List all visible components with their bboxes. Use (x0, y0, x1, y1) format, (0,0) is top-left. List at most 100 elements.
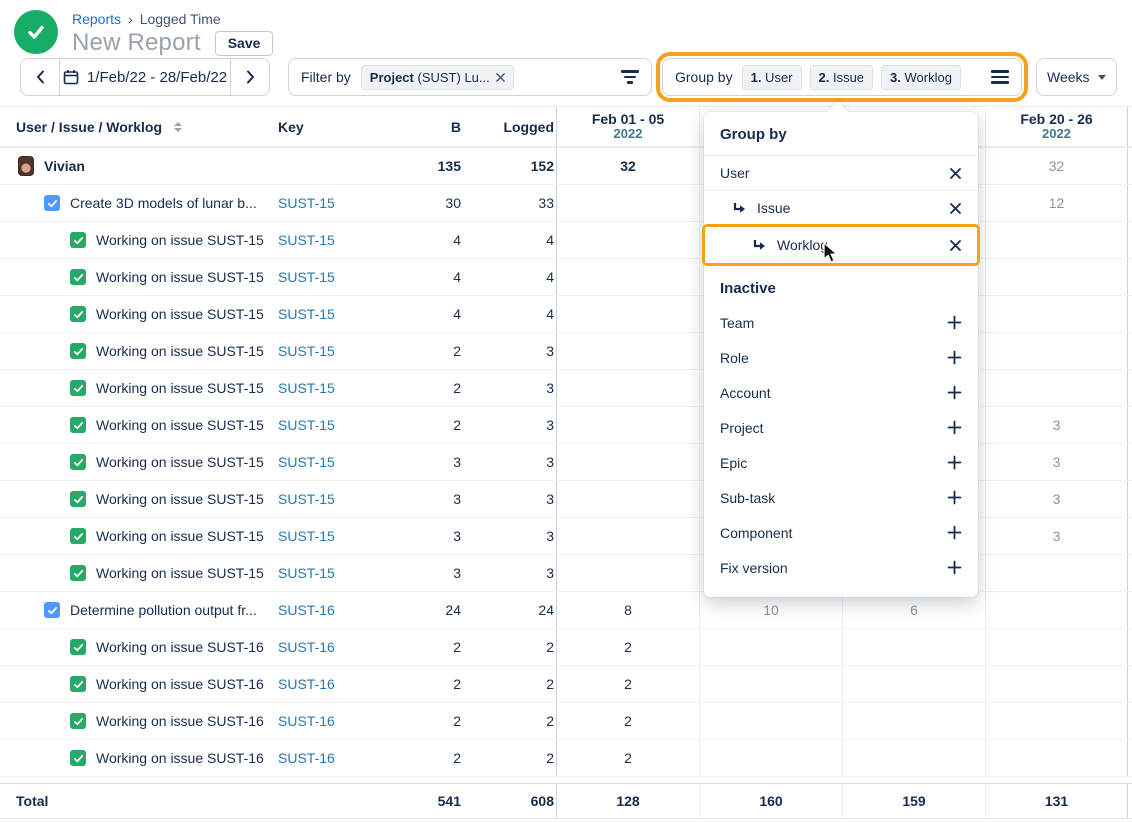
groupby-active-item-user[interactable]: User (704, 156, 978, 191)
issue-key-link[interactable]: SUST-15 (278, 269, 335, 285)
worklog-name-label: Working on issue SUST-15 (96, 417, 264, 433)
save-button[interactable]: Save (214, 30, 274, 56)
worklog-checkbox-checked-icon[interactable] (70, 232, 86, 248)
worklog-checkbox-checked-icon[interactable] (70, 528, 86, 544)
logged-value: 3 (546, 491, 554, 507)
issue-checkbox-checked-icon[interactable] (44, 602, 60, 618)
worklog-checkbox-checked-icon[interactable] (70, 491, 86, 507)
remove-group-icon[interactable] (949, 167, 962, 180)
column-header-key[interactable]: Key (278, 118, 304, 135)
breadcrumb-reports-link[interactable]: Reports (72, 11, 122, 27)
add-group-icon[interactable] (947, 560, 962, 575)
issue-key-link[interactable]: SUST-15 (278, 528, 335, 544)
project-filter-chip[interactable]: Project (SUST) Lu... (360, 64, 514, 90)
issue-key-link[interactable]: SUST-15 (278, 195, 335, 211)
worklog-checkbox-checked-icon[interactable] (70, 713, 86, 729)
remove-group-icon[interactable] (949, 239, 962, 252)
date-range-label: 1/Feb/22 - 28/Feb/22 (86, 68, 228, 86)
worklog-checkbox-checked-icon[interactable] (70, 750, 86, 766)
add-group-icon[interactable] (947, 420, 962, 435)
issue-key-link[interactable]: SUST-15 (278, 454, 335, 470)
week-value-cell (556, 370, 699, 406)
issue-key-link[interactable]: SUST-16 (278, 602, 335, 618)
groupby-inactive-item-account[interactable]: Account (704, 375, 978, 410)
worklog-checkbox-checked-icon[interactable] (70, 306, 86, 322)
sort-icon[interactable] (174, 121, 183, 132)
add-group-icon[interactable] (947, 490, 962, 505)
groupby-active-item-worklog[interactable]: Worklog (702, 224, 980, 266)
issue-key-link[interactable]: SUST-15 (278, 306, 335, 322)
previous-period-button[interactable] (21, 59, 59, 95)
groupby-inactive-item-team[interactable]: Team (704, 305, 978, 340)
issue-key-link[interactable]: SUST-15 (278, 232, 335, 248)
column-header-name[interactable]: User / Issue / Worklog (0, 107, 278, 146)
remove-group-icon[interactable] (949, 202, 962, 215)
issue-key-link[interactable]: SUST-16 (278, 713, 335, 729)
period-dropdown[interactable]: Weeks (1036, 58, 1117, 96)
logged-value: 33 (538, 195, 554, 211)
groupby-inactive-item-fix-version[interactable]: Fix version (704, 550, 978, 585)
week-value-cell: 3 (985, 407, 1128, 443)
week-column-header[interactable]: Feb 01 - 05 2022 (556, 107, 699, 146)
group-by-chip-number: 3. (890, 69, 901, 85)
worklog-name-label: Working on issue SUST-15 (96, 306, 264, 322)
add-group-icon[interactable] (947, 315, 962, 330)
week-value-cell: 2 (556, 740, 699, 776)
issue-key-link[interactable]: SUST-15 (278, 417, 335, 433)
week-column-header[interactable] (699, 107, 842, 146)
row-name-cell: Working on issue SUST-16 (0, 703, 278, 739)
issue-key-link[interactable]: SUST-16 (278, 750, 335, 766)
issue-key-link[interactable]: SUST-15 (278, 565, 335, 581)
issue-key-link[interactable]: SUST-16 (278, 676, 335, 692)
worklog-checkbox-checked-icon[interactable] (70, 454, 86, 470)
period-label: Weeks (1047, 69, 1090, 85)
add-group-icon[interactable] (947, 525, 962, 540)
groupby-inactive-item-project[interactable]: Project (704, 410, 978, 445)
key-cell: SUST-15 (278, 518, 376, 554)
filter-funnel-icon[interactable] (621, 70, 639, 84)
worklog-checkbox-checked-icon[interactable] (70, 639, 86, 655)
group-by-chip-issue[interactable]: 2. Issue (809, 64, 874, 90)
groupby-inactive-item-sub-task[interactable]: Sub-task (704, 480, 978, 515)
groupby-inactive-item-epic[interactable]: Epic (704, 445, 978, 480)
issue-key-link[interactable]: SUST-15 (278, 380, 335, 396)
worklog-checkbox-checked-icon[interactable] (70, 676, 86, 692)
week-range-label: Feb 20 - 26 (1020, 110, 1093, 127)
week-value-cell (556, 444, 699, 480)
add-group-icon[interactable] (947, 455, 962, 470)
remove-filter-icon[interactable] (495, 72, 505, 82)
group-by-chip-user[interactable]: 1. User (741, 64, 802, 90)
worklog-checkbox-checked-icon[interactable] (70, 417, 86, 433)
worklog-checkbox-checked-icon[interactable] (70, 269, 86, 285)
issue-checkbox-checked-icon[interactable] (44, 195, 60, 211)
issue-key-link[interactable]: SUST-15 (278, 491, 335, 507)
groupby-active-item-issue[interactable]: Issue (704, 191, 978, 226)
worklog-name-label: Working on issue SUST-15 (96, 380, 264, 396)
date-range-picker[interactable]: 1/Feb/22 - 28/Feb/22 (59, 59, 231, 95)
column-header-logged[interactable]: Logged (503, 118, 554, 135)
total-row: Total 541 608 128 160 159 131 (0, 783, 1132, 819)
groupby-inactive-item-component[interactable]: Component (704, 515, 978, 550)
worklog-checkbox-checked-icon[interactable] (70, 565, 86, 581)
app-header: Reports › Logged Time New Report Save (0, 0, 1132, 56)
week-column-header[interactable]: Feb 20 - 26 2022 (985, 107, 1128, 146)
issue-key-link[interactable]: SUST-16 (278, 639, 335, 655)
mouse-cursor (823, 242, 838, 263)
week-value-cell (556, 185, 699, 221)
table-row-worklog: Working on issue SUST-16 SUST-16 2 2 2 (0, 666, 1132, 703)
add-group-icon[interactable] (947, 385, 962, 400)
worklog-checkbox-checked-icon[interactable] (70, 380, 86, 396)
breadcrumb: Reports › Logged Time (72, 11, 273, 27)
column-header-b[interactable]: B (450, 118, 461, 135)
week-value-cell: 2 (556, 629, 699, 665)
worklog-checkbox-checked-icon[interactable] (70, 343, 86, 359)
groupby-inactive-item-role[interactable]: Role (704, 340, 978, 375)
next-period-button[interactable] (231, 59, 269, 95)
worklog-name-label: Working on issue SUST-15 (96, 232, 264, 248)
week-value-cell (842, 666, 985, 702)
worklog-name-label: Working on issue SUST-16 (96, 713, 264, 729)
group-by-menu-icon[interactable] (991, 70, 1009, 84)
issue-key-link[interactable]: SUST-15 (278, 343, 335, 359)
group-by-chip-worklog[interactable]: 3. Worklog (881, 64, 961, 90)
add-group-icon[interactable] (947, 350, 962, 365)
